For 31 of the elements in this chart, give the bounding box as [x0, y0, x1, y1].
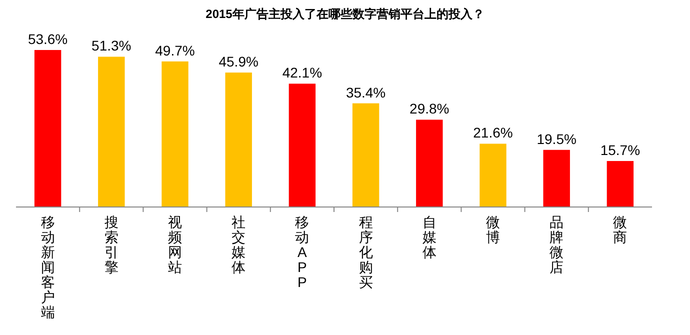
bar [98, 56, 125, 207]
bar [225, 72, 252, 207]
x-tick-label: 微博 [486, 214, 500, 245]
x-tick-label: 搜索引擎 [104, 214, 118, 275]
x-tick-label: 移动APP [295, 214, 310, 290]
x-tick-label: 品牌微店 [550, 214, 564, 275]
x-tick-label: 社交媒体 [232, 214, 246, 275]
data-label: 19.5% [536, 130, 576, 147]
data-label: 45.9% [218, 54, 258, 70]
bar [288, 84, 316, 207]
bar [480, 144, 506, 207]
data-label: 15.7% [600, 142, 640, 158]
data-label: 29.8% [410, 100, 450, 117]
bar [416, 120, 443, 207]
x-tick-label: 微商 [613, 214, 628, 245]
data-label: 53.6% [28, 31, 68, 47]
bar [543, 150, 570, 207]
bar [606, 161, 634, 207]
bar [34, 50, 62, 207]
bar [162, 61, 188, 207]
x-tick-label: 程序化购买 [358, 214, 373, 290]
data-label: 35.4% [346, 84, 386, 100]
bar [352, 103, 380, 207]
data-label: 51.3% [92, 38, 132, 54]
x-tick-label: 自媒体 [422, 214, 436, 260]
x-tick-label: 移动新闻客户端 [40, 214, 55, 320]
data-label: 49.7% [155, 42, 195, 58]
data-label: 21.6% [473, 124, 513, 141]
chart-title: 2015年广告主投入了在哪些数字营销平台上的投入？ [206, 7, 484, 21]
data-label: 42.1% [282, 64, 322, 81]
x-tick-label: 视频网站 [168, 214, 182, 275]
